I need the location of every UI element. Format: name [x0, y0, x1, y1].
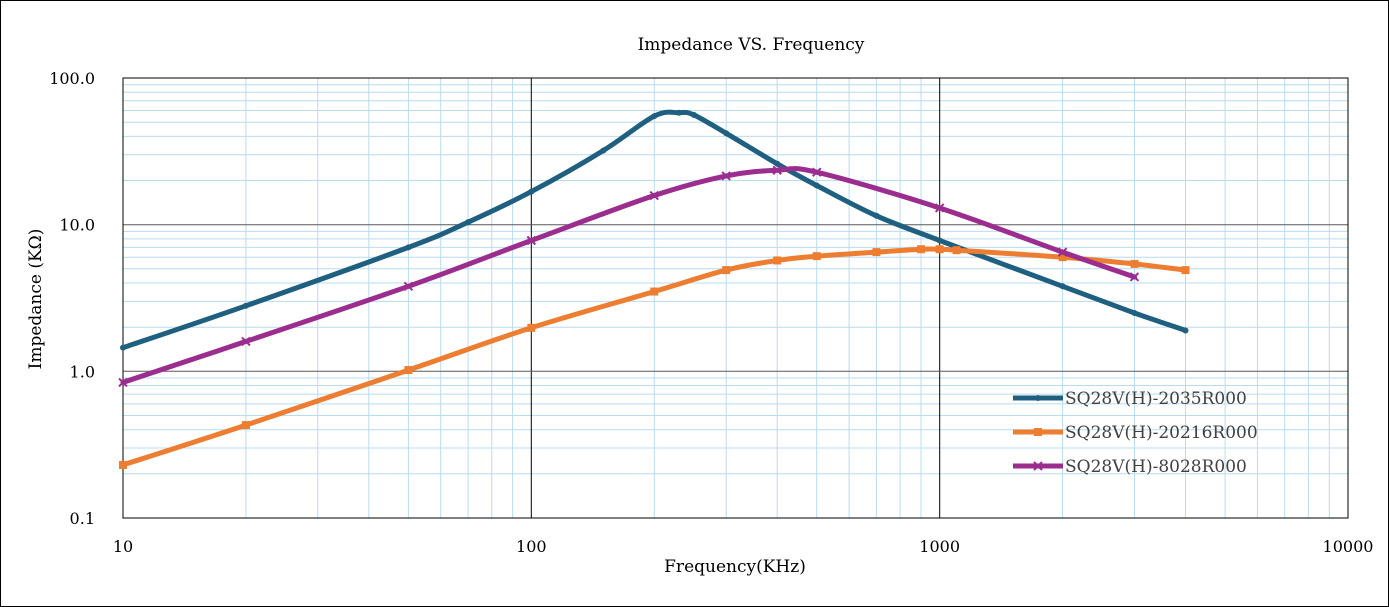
- y-tick-label: 1.0: [70, 362, 95, 381]
- data-point: [936, 237, 943, 244]
- data-point: [403, 281, 414, 292]
- data-point: [1057, 247, 1068, 257]
- data-point: [772, 165, 782, 175]
- data-point: [242, 302, 249, 309]
- y-tick-label: 10.0: [59, 216, 95, 235]
- data-point: [690, 111, 697, 118]
- legend-item: SQ28V(H)-8028R000: [1013, 457, 1247, 477]
- y-tick-label: 0.1: [70, 509, 95, 528]
- data-point: [813, 182, 820, 189]
- series-1: [120, 109, 1189, 351]
- data-point: [1182, 327, 1189, 334]
- series-line: [120, 246, 1188, 468]
- data-point: [119, 460, 127, 469]
- y-axis-ticks: 0.1 1.0 10.0 100.0: [49, 69, 95, 528]
- legend-item: SQ28V(H)-2035R000: [1013, 389, 1247, 409]
- data-point: [723, 130, 730, 137]
- data-point: [1058, 253, 1067, 262]
- data-point: [1035, 395, 1041, 401]
- data-point: [600, 147, 607, 154]
- data-point: [1181, 266, 1190, 275]
- x-axis-label: Frequency(KHz): [664, 557, 806, 577]
- data-point: [651, 113, 658, 120]
- data-point: [935, 245, 944, 254]
- plot-area-border: [122, 77, 1349, 519]
- data-point: [118, 377, 128, 388]
- data-point: [1131, 309, 1138, 316]
- data-point: [721, 171, 731, 181]
- data-point: [405, 244, 412, 251]
- data-point: [527, 323, 536, 332]
- y-axis-label: Impedance (KΩ): [26, 229, 46, 370]
- data-point: [241, 421, 250, 430]
- data-point: [916, 245, 925, 254]
- data-point: [812, 167, 822, 177]
- data-point: [934, 203, 945, 213]
- legend: SQ28V(H)-2035R000 SQ28V(H)-20216R000 SQ28V…: [1013, 389, 1258, 477]
- x-tick-label: 100: [516, 537, 547, 556]
- data-point: [722, 266, 731, 275]
- data-point: [1034, 428, 1042, 436]
- data-point: [241, 336, 251, 347]
- data-point: [1130, 259, 1139, 268]
- minor-grid: [123, 78, 1348, 518]
- data-point: [676, 109, 683, 116]
- data-point: [120, 344, 126, 351]
- legend-label: SQ28V(H)-2035R000: [1065, 389, 1247, 409]
- data-point: [872, 248, 881, 257]
- data-point: [404, 366, 413, 375]
- major-grid: [123, 78, 1348, 518]
- x-tick-label: 10: [113, 537, 133, 556]
- series-line: [120, 166, 1137, 385]
- series-2: [119, 245, 1190, 469]
- data-point: [526, 235, 537, 246]
- data-point: [465, 219, 472, 226]
- data-point: [1129, 272, 1140, 282]
- data-point: [1033, 461, 1043, 471]
- series-layer: [118, 109, 1190, 469]
- data-point: [650, 287, 659, 296]
- legend-label: SQ28V(H)-8028R000: [1065, 457, 1247, 477]
- y-tick-label: 100.0: [49, 69, 95, 88]
- legend-label: SQ28V(H)-20216R000: [1065, 423, 1258, 443]
- x-tick-label: 1000: [919, 537, 960, 556]
- data-point: [1059, 283, 1066, 290]
- x-axis-ticks: 10 100 1000 10000: [113, 537, 1374, 556]
- series-3: [118, 165, 1140, 388]
- data-point: [774, 160, 781, 167]
- data-point: [952, 246, 961, 255]
- data-point: [649, 190, 659, 201]
- data-point: [773, 256, 782, 265]
- data-point: [873, 212, 880, 219]
- chart-title: Impedance VS. Frequency: [638, 35, 865, 55]
- data-point: [812, 252, 821, 261]
- data-point: [528, 188, 535, 195]
- x-tick-label: 10000: [1323, 537, 1374, 556]
- legend-item: SQ28V(H)-20216R000: [1013, 423, 1258, 443]
